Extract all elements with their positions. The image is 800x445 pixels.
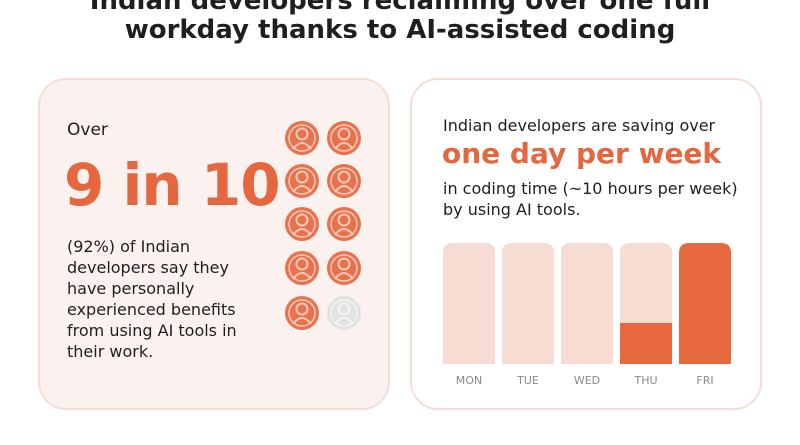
- person-ring: [288, 210, 316, 238]
- person-ring: [330, 124, 358, 152]
- person-ring: [288, 167, 316, 195]
- person-icon: [285, 296, 319, 330]
- person-head: [337, 170, 351, 184]
- person-body: [334, 142, 354, 150]
- day-label: THU: [633, 374, 657, 387]
- person-icon: [285, 207, 319, 241]
- person-body: [292, 185, 312, 193]
- day-label: TUE: [516, 374, 539, 387]
- title-line: Indian developers reclaiming over one fu…: [89, 0, 711, 16]
- day-column: [502, 243, 554, 364]
- person-icon: [327, 251, 361, 285]
- person-body: [334, 185, 354, 193]
- person-ring: [330, 254, 358, 282]
- person-head: [295, 302, 309, 316]
- person-icon: [327, 164, 361, 198]
- day-label: FRI: [696, 374, 713, 387]
- person-head: [295, 257, 309, 271]
- day-label: WED: [574, 374, 600, 387]
- day-column: [561, 243, 613, 364]
- person-ring: [330, 167, 358, 195]
- person-head: [295, 170, 309, 184]
- person-body: [334, 272, 354, 280]
- person-icon: [327, 121, 361, 155]
- person-head: [337, 213, 351, 227]
- person-head: [337, 127, 351, 141]
- person-ring: [330, 299, 358, 327]
- person-ring: [288, 254, 316, 282]
- stat-body: (92%) of Indian developers say they have…: [67, 237, 237, 361]
- person-head: [295, 213, 309, 227]
- time-body: in coding time (~10 hours per week) by u…: [443, 179, 738, 219]
- highlight: one day per week: [442, 137, 722, 170]
- day-column: [679, 243, 731, 364]
- person-icon: [285, 164, 319, 198]
- person-ring: [288, 299, 316, 327]
- day-column: [443, 243, 495, 364]
- person-icon: [285, 251, 319, 285]
- person-body: [334, 317, 354, 325]
- person-icon: [327, 296, 361, 330]
- person-icon: [327, 207, 361, 241]
- person-body: [292, 142, 312, 150]
- person-ring: [288, 124, 316, 152]
- person-head: [337, 302, 351, 316]
- person-body: [334, 228, 354, 236]
- day-fill: [620, 323, 672, 364]
- intro: Indian developers are saving over: [443, 116, 716, 135]
- stat: 9 in 10: [64, 151, 281, 219]
- day-label: MON: [456, 374, 482, 387]
- person-body: [292, 228, 312, 236]
- person-icon: [285, 121, 319, 155]
- person-head: [295, 127, 309, 141]
- person-head: [337, 257, 351, 271]
- person-ring: [330, 210, 358, 238]
- title-line: workday thanks to AI-assisted coding: [124, 15, 676, 45]
- intro: Over: [67, 120, 108, 140]
- person-body: [292, 272, 312, 280]
- person-body: [292, 317, 312, 325]
